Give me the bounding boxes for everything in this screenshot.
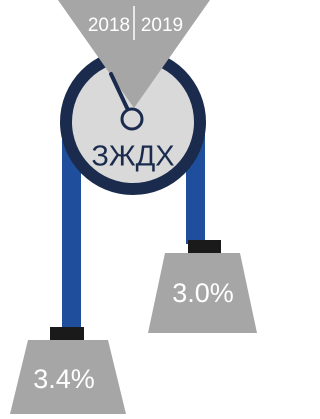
- left-weight-cap: [50, 327, 84, 340]
- right-weight-cap: [188, 240, 221, 253]
- left-weight-label: 3.4%: [33, 364, 95, 394]
- right-weight-label: 3.0%: [172, 278, 234, 308]
- year-left: 2018: [88, 15, 130, 36]
- year-right: 2019: [141, 15, 183, 36]
- pulley-infographic: 2018 2019 ЗЖДХ 3.4% 3.0%: [0, 0, 257, 414]
- pulley-label: ЗЖДХ: [91, 141, 174, 173]
- needle-hub: [122, 109, 142, 129]
